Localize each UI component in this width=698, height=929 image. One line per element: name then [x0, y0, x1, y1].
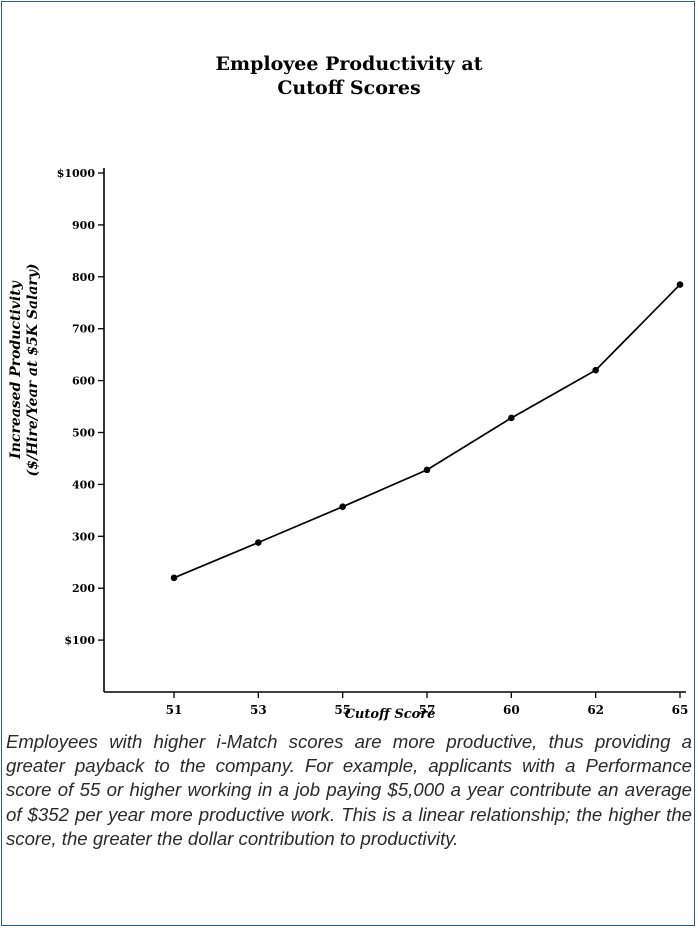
chart-title-line-2: Cutoff Scores [277, 77, 421, 99]
y-tick-label-6: 700 [72, 323, 95, 336]
y-tick-label-0: $100 [64, 634, 95, 647]
y-axis-label-line-1: Increased Productivity [8, 280, 24, 459]
line-chart: $100 200 300 400 500 600 700 800 900 $1000 51 53 55 5… [8, 167, 689, 722]
data-point-0 [170, 574, 178, 582]
x-tick-label-0: 51 [166, 703, 183, 717]
chart-title-line-1: Employee Productivity at [215, 53, 483, 75]
figure-caption: Employees with higher i-Match scores are… [6, 731, 692, 849]
data-point-3 [423, 466, 431, 474]
x-tick-label-6: 65 [672, 703, 689, 717]
series-line [173, 283, 681, 579]
y-tick-label-3: 400 [72, 478, 95, 491]
y-tick-label-9: $1000 [57, 167, 96, 180]
x-tick-label-3: 57 [419, 703, 436, 717]
y-tick-label-8: 900 [72, 219, 95, 232]
x-tick-label-1: 53 [250, 703, 267, 717]
x-axis-label: Cutoff Score [345, 707, 436, 722]
x-tick-label-2: 55 [334, 703, 351, 717]
y-tick-label-7: 800 [72, 271, 95, 284]
y-tick-label-4: 500 [72, 427, 95, 440]
chart-ticks: $100 200 300 400 500 600 700 800 900 $1000 51 53 55 5… [57, 167, 689, 717]
chart-series [170, 281, 684, 582]
y-tick-label-2: 300 [72, 530, 95, 543]
data-point-1 [255, 539, 262, 546]
x-tick-label-4: 60 [503, 703, 520, 717]
data-point-4 [508, 414, 515, 422]
x-tick-label-5: 62 [587, 703, 604, 717]
y-tick-label-5: 600 [72, 375, 95, 388]
chart-axes [103, 168, 686, 693]
data-point-6 [676, 281, 684, 288]
data-point-2 [339, 503, 346, 511]
y-tick-label-1: 200 [72, 582, 95, 595]
data-point-5 [592, 366, 599, 374]
y-axis-label-line-2: ($/Hire/Year at $5K Salary) [25, 263, 41, 476]
